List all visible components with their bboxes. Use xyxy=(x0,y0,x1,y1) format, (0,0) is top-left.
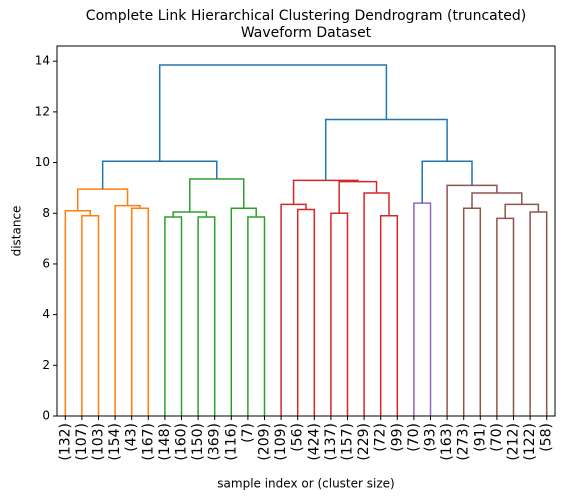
x-tick-label: (56) xyxy=(290,423,306,452)
y-tick-label: 0 xyxy=(42,409,50,423)
x-tick-label: (72) xyxy=(373,423,389,452)
link xyxy=(292,179,359,205)
y-tick-label: 6 xyxy=(42,256,50,270)
link xyxy=(330,212,349,416)
x-tick-label: (157) xyxy=(340,423,356,461)
x-tick-label: (137) xyxy=(323,423,339,461)
link xyxy=(379,215,399,416)
x-tick-label: (154) xyxy=(107,423,123,461)
link xyxy=(247,216,266,416)
x-tick-label: (93) xyxy=(423,423,439,452)
link xyxy=(230,207,257,416)
link xyxy=(197,216,216,416)
x-tick-label: (122) xyxy=(522,423,538,461)
x-tick-label: (167) xyxy=(140,423,156,461)
x-tick-label: (70) xyxy=(489,423,505,452)
x-axis-label: sample index or (cluster size) xyxy=(217,477,394,491)
link xyxy=(280,203,307,416)
link xyxy=(296,208,316,416)
x-tick-label: (369) xyxy=(207,423,223,461)
link xyxy=(324,118,448,181)
x-tick-label: (107) xyxy=(74,423,90,461)
x-tick-label: (160) xyxy=(174,423,190,461)
link xyxy=(158,64,388,162)
x-tick-label: (116) xyxy=(223,423,239,461)
link xyxy=(164,216,183,416)
link xyxy=(496,217,515,416)
link xyxy=(101,160,218,190)
y-tick-label: 8 xyxy=(42,206,50,220)
x-tick-label: (150) xyxy=(190,423,206,461)
link xyxy=(64,209,91,416)
chart-title: Complete Link Hierarchical Clustering De… xyxy=(86,8,526,24)
plot-frame xyxy=(56,45,556,417)
link xyxy=(189,178,245,212)
link xyxy=(446,184,498,416)
chart-subtitle: Waveform Dataset xyxy=(241,25,372,41)
link xyxy=(471,192,523,209)
link xyxy=(130,207,150,416)
x-tick-label: (424) xyxy=(306,423,322,461)
x-tick-label: (99) xyxy=(389,423,405,452)
x-tick-label: (103) xyxy=(91,423,107,461)
link xyxy=(462,207,482,416)
link xyxy=(172,211,208,218)
y-tick-label: 12 xyxy=(35,104,50,118)
x-tick-label: (43) xyxy=(124,423,140,452)
link xyxy=(338,180,378,214)
x-tick-label: (163) xyxy=(439,423,455,461)
link xyxy=(77,188,129,211)
x-tick-label: (91) xyxy=(472,423,488,452)
x-tick-label: (148) xyxy=(157,423,173,461)
x-tick-label: (273) xyxy=(456,423,472,461)
link xyxy=(413,202,432,416)
link xyxy=(81,215,100,416)
x-tick-label: (109) xyxy=(273,423,289,461)
y-tick-label: 10 xyxy=(35,155,50,169)
x-tick-label: (7) xyxy=(240,423,256,443)
x-tick-label: (209) xyxy=(257,423,273,461)
x-tick-label: (132) xyxy=(57,423,73,461)
y-tick-label: 2 xyxy=(42,358,50,372)
x-tick-label: (58) xyxy=(539,423,555,452)
link xyxy=(529,211,548,416)
y-tick-label: 4 xyxy=(42,307,50,321)
y-tick-label: 14 xyxy=(35,54,50,68)
link xyxy=(363,192,390,416)
y-axis-label: distance xyxy=(10,206,24,257)
x-tick-label: (70) xyxy=(406,423,422,452)
link xyxy=(114,204,141,416)
x-tick-label: (229) xyxy=(356,423,372,461)
x-tick-label: (212) xyxy=(506,423,522,461)
